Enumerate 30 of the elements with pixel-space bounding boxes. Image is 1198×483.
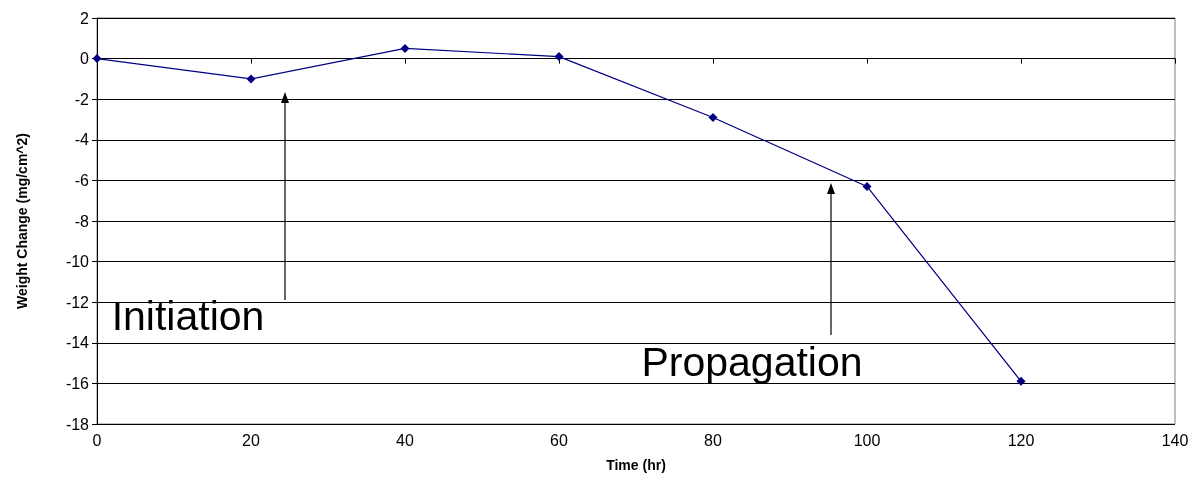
- x-tick-label: 140: [1161, 431, 1189, 449]
- point: [554, 52, 564, 62]
- x-tick-label: 120: [1007, 431, 1035, 449]
- y-tick-label: -10: [65, 253, 90, 271]
- point: [92, 54, 102, 64]
- x-tick-label: 40: [396, 431, 414, 449]
- annotation: Propagation: [641, 338, 863, 386]
- y-tick-label: -8: [74, 212, 90, 230]
- x-tick-label: 20: [242, 431, 260, 449]
- x-tick-label: 60: [550, 431, 568, 449]
- x-tick-label: 100: [853, 431, 881, 449]
- y-tick-label: 2: [80, 9, 90, 27]
- x-axis-title: Time (hr): [606, 457, 666, 473]
- y-tick-label: -12: [65, 293, 90, 311]
- point: [862, 181, 872, 191]
- x-tick-label: 80: [704, 431, 722, 449]
- y-tick-label: -14: [65, 334, 90, 352]
- point: [400, 43, 410, 53]
- y-tick-label: -16: [65, 374, 90, 392]
- point: [1016, 376, 1026, 386]
- point: [708, 112, 718, 122]
- y-tick-label: -6: [74, 171, 90, 189]
- point: [246, 74, 256, 84]
- y-tick-label: -18: [65, 415, 90, 433]
- y-axis-title: Weight Change (mg/cm^2): [14, 133, 30, 309]
- y-tick-label: 0: [80, 50, 90, 68]
- annotation: Initiation: [111, 292, 265, 340]
- x-tick-label: 0: [92, 431, 102, 449]
- y-tick-label: -2: [74, 90, 90, 108]
- y-tick-label: -4: [74, 131, 90, 149]
